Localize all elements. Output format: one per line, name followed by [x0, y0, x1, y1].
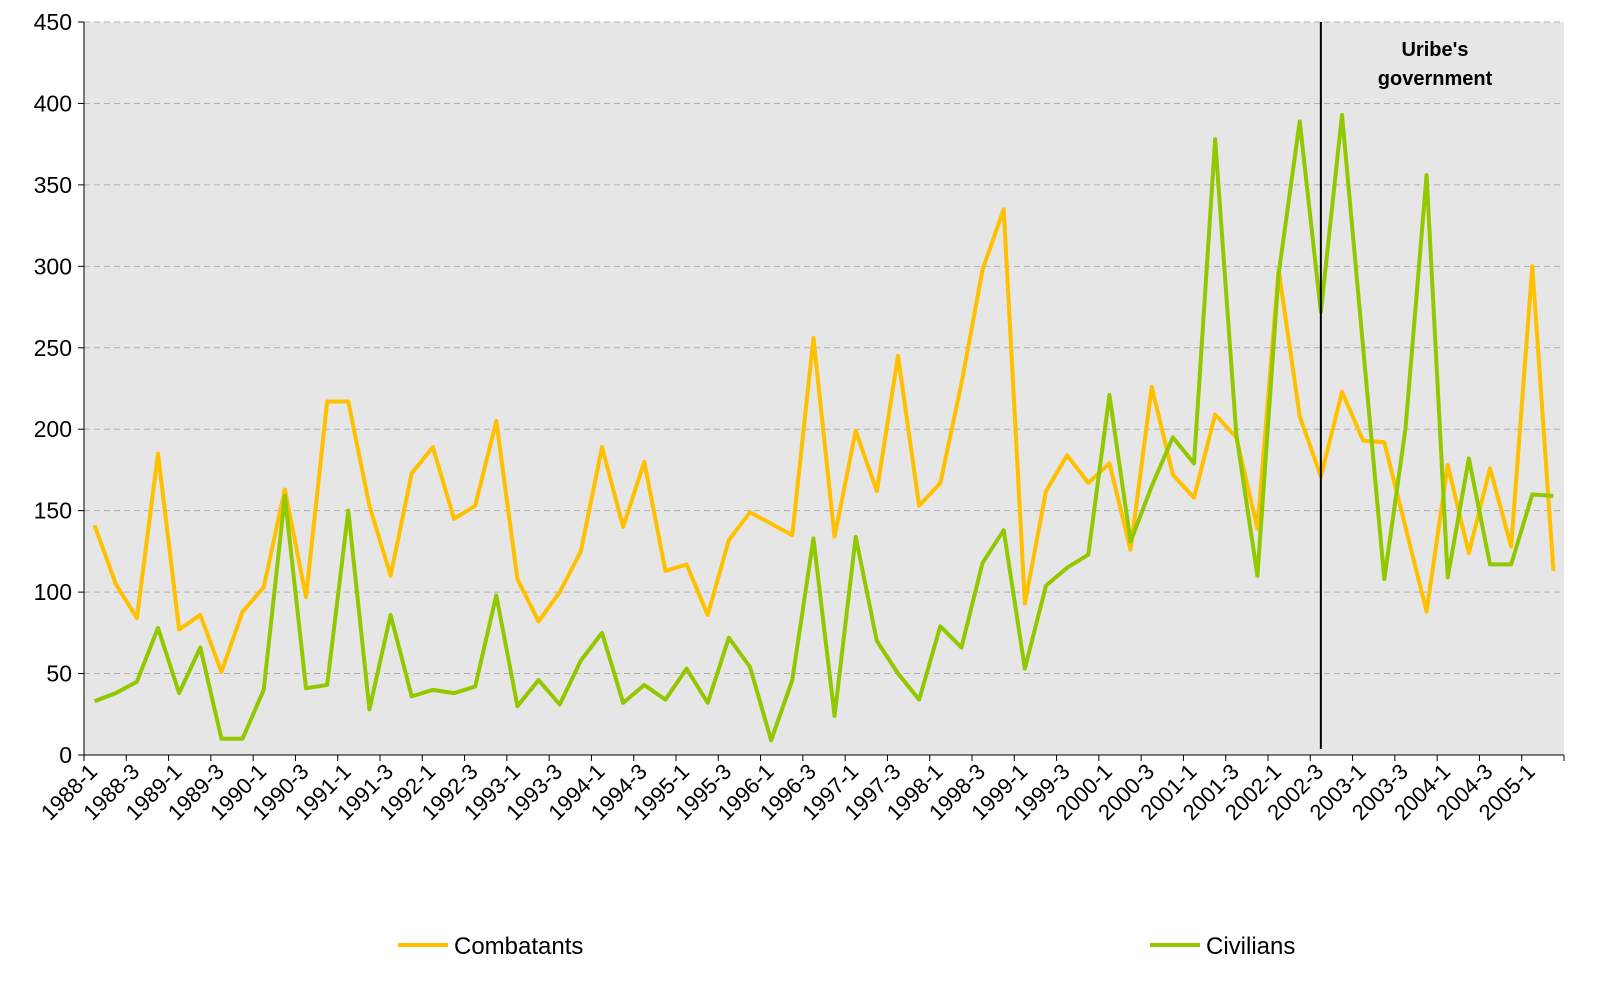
y-tick-label: 450 [34, 9, 72, 35]
series-line [93, 112, 1554, 743]
y-tick-label: 400 [34, 90, 72, 116]
legend-label: Combatants [454, 933, 583, 960]
annotation-text: government [1378, 68, 1493, 90]
annotation-text: Uribe's [1401, 39, 1468, 61]
y-tick-label: 250 [34, 335, 72, 361]
y-tick-label: 200 [34, 416, 72, 442]
y-tick-label: 150 [34, 498, 72, 524]
y-tick-label: 50 [46, 661, 72, 687]
y-tick-label: 300 [34, 253, 72, 279]
legend-label: Civilians [1206, 933, 1295, 960]
y-tick-label: 350 [34, 172, 72, 198]
y-tick-label: 100 [34, 579, 72, 605]
series-line [92, 207, 1556, 674]
y-tick-label: 0 [59, 742, 72, 768]
